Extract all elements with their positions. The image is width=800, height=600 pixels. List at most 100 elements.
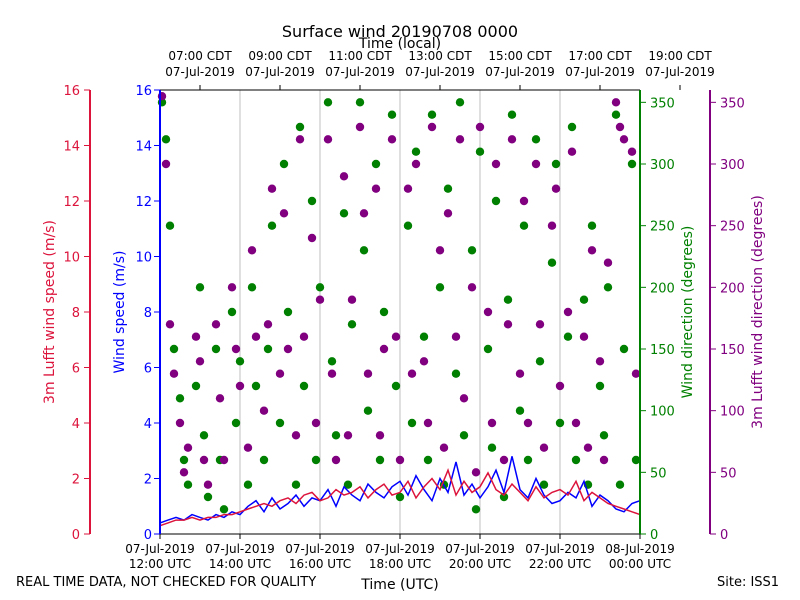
lufft-direction-point <box>387 135 397 144</box>
wind-direction-point <box>427 110 437 119</box>
wind-direction-point <box>395 492 405 502</box>
lufft-direction-point <box>499 455 509 465</box>
lufft-direction-point <box>567 147 577 156</box>
wind-direction-point <box>403 221 413 230</box>
local-tick-date: 07-Jul-2019 <box>405 65 475 79</box>
local-tick-date: 07-Jul-2019 <box>645 65 715 79</box>
lufft-direction-tick-label: 150 <box>720 343 745 358</box>
wind-direction-tick-label: 300 <box>650 158 675 173</box>
wind-direction-point <box>387 110 397 119</box>
wind-direction-point <box>459 431 469 440</box>
lufft-direction-tick-label: 200 <box>720 281 745 296</box>
local-tick-date: 07-Jul-2019 <box>565 65 635 79</box>
lufft-direction-point <box>487 418 497 428</box>
wind-direction-point <box>191 381 201 391</box>
local-tick-time: 19:00 CDT <box>648 49 712 63</box>
lufft-direction-point <box>327 369 337 378</box>
wind-direction-point <box>165 221 175 230</box>
wind-direction-point <box>315 283 325 292</box>
wind-direction-point <box>499 492 509 502</box>
wind-direction-point <box>195 283 205 292</box>
local-tick-time: 17:00 CDT <box>568 49 632 63</box>
wind-direction-point <box>263 344 273 354</box>
lufft-direction-point <box>407 369 417 378</box>
wind-direction-point <box>615 480 625 489</box>
wind-direction-point <box>603 283 613 292</box>
wind-direction-point <box>503 295 513 304</box>
lufft-speed-tick-label: 6 <box>72 362 80 377</box>
lufft-direction-point <box>323 135 333 144</box>
wind-direction-point <box>443 184 453 193</box>
wind-direction-point <box>375 455 385 465</box>
wind-direction-point <box>491 196 501 206</box>
lufft-direction-point <box>515 369 525 378</box>
lufft-direction-point <box>403 184 413 193</box>
wind-direction-tick-label: 0 <box>650 528 658 543</box>
lufft-direction-point <box>179 468 189 477</box>
lufft-speed-tick-label: 12 <box>63 195 80 210</box>
lufft-speed-tick-label: 8 <box>72 306 80 321</box>
lufft-direction-point <box>451 332 461 341</box>
utc-tick-date: 07-Jul-2019 <box>125 542 195 556</box>
wind-direction-point <box>283 307 293 317</box>
wind-direction-tick-label: 350 <box>650 96 675 111</box>
wind-direction-tick-label: 50 <box>650 466 667 481</box>
wind-direction-point <box>359 246 369 255</box>
lufft-direction-point <box>343 431 353 440</box>
lufft-direction-point <box>435 246 445 255</box>
wind-direction-point <box>455 98 465 107</box>
lufft-direction-point <box>539 443 549 452</box>
lufft-direction-point <box>331 455 341 465</box>
bottom-axis-label: Time (UTC) <box>360 577 438 593</box>
lufft-direction-point <box>183 443 193 452</box>
lufft-direction-point <box>235 381 245 391</box>
lufft-direction-point <box>583 443 593 452</box>
wind-direction-point <box>507 110 517 119</box>
wind-direction-point <box>515 406 525 415</box>
wind-direction-point <box>547 258 557 267</box>
lufft-direction-point <box>231 344 241 354</box>
lufft-direction-point <box>439 443 449 452</box>
wind-direction-point <box>611 110 621 119</box>
wind-direction-point <box>391 381 401 391</box>
wind-direction-point <box>531 135 541 144</box>
utc-tick-date: 07-Jul-2019 <box>445 542 515 556</box>
lufft-direction-point <box>199 455 209 465</box>
local-tick-time: 11:00 CDT <box>328 49 392 63</box>
lufft-direction-point <box>359 209 369 218</box>
lufft-direction-point <box>555 381 565 391</box>
lufft-direction-point <box>483 307 493 317</box>
lufft-direction-point <box>275 369 285 378</box>
lufft-direction-point <box>247 246 257 255</box>
lufft-direction-point <box>391 332 401 341</box>
lufft-direction-point <box>535 320 545 329</box>
lufft-direction-point <box>627 147 637 156</box>
site-label: Site: ISS1 <box>717 575 780 590</box>
local-tick-date: 07-Jul-2019 <box>485 65 555 79</box>
wind-direction-point <box>231 418 241 428</box>
lufft-direction-point <box>169 369 179 378</box>
wind-direction-point <box>307 196 317 206</box>
lufft-direction-point <box>175 418 185 428</box>
wind-direction-point <box>179 455 189 465</box>
lufft-direction-point <box>259 406 269 415</box>
wind-direction-point <box>579 295 589 304</box>
lufft-speed-tick-label: 0 <box>72 528 80 543</box>
lufft-direction-point <box>299 332 309 341</box>
lufft-direction-point <box>571 418 581 428</box>
wind-direction-point <box>475 147 485 156</box>
wind-direction-point <box>487 443 497 452</box>
utc-tick-time: 12:00 UTC <box>129 557 191 571</box>
utc-tick-time: 20:00 UTC <box>449 557 511 571</box>
wind-direction-point <box>175 394 185 403</box>
lufft-direction-point <box>603 258 613 267</box>
wind-direction-point <box>279 159 289 169</box>
wind-direction-tick-label: 100 <box>650 405 675 420</box>
wind-speed-tick-label: 2 <box>144 473 152 488</box>
lufft-direction-point <box>427 122 437 132</box>
wind-direction-point <box>203 492 213 502</box>
wind-direction-axis-title: Wind direction (degrees) <box>680 226 696 399</box>
wind-direction-point <box>259 455 269 465</box>
wind-direction-tick-label: 200 <box>650 281 675 296</box>
lufft-direction-point <box>551 184 561 193</box>
